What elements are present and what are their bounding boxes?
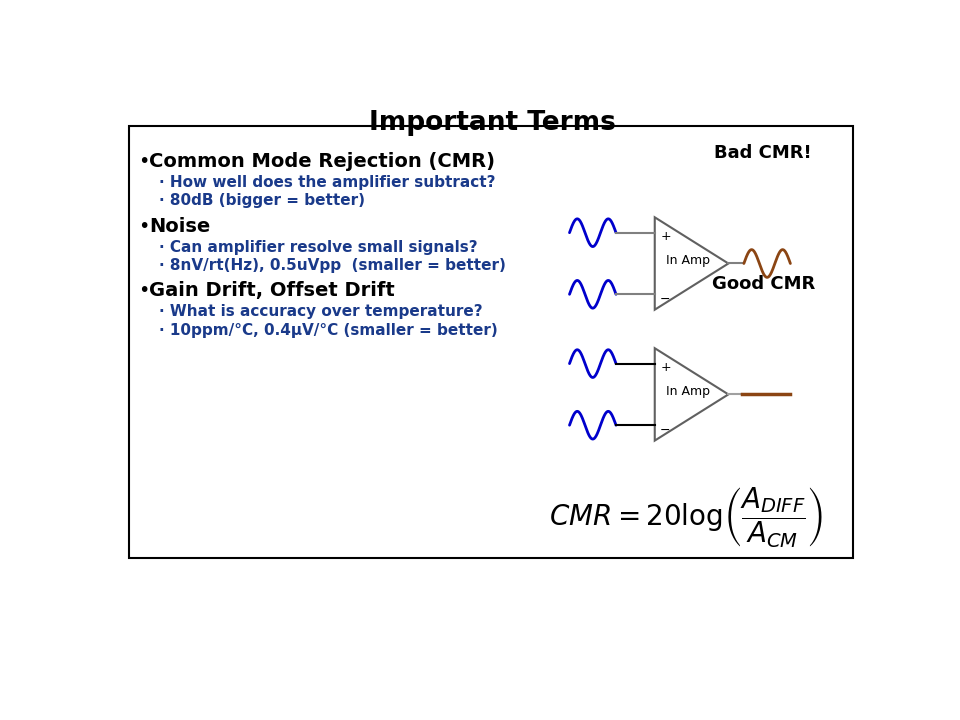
Text: +: + xyxy=(660,361,671,374)
Text: −: − xyxy=(660,424,671,437)
Text: · How well does the amplifier subtract?: · How well does the amplifier subtract? xyxy=(158,175,495,190)
Bar xyxy=(130,127,853,557)
Text: · What is accuracy over temperature?: · What is accuracy over temperature? xyxy=(158,305,482,319)
Text: Important Terms: Important Terms xyxy=(369,109,615,135)
Text: Noise: Noise xyxy=(150,217,210,235)
Text: Common Mode Rejection (CMR): Common Mode Rejection (CMR) xyxy=(150,152,495,171)
Text: In Amp: In Amp xyxy=(666,384,710,398)
Text: · Can amplifier resolve small signals?: · Can amplifier resolve small signals? xyxy=(158,240,477,255)
Text: −: − xyxy=(660,293,671,306)
Text: · 8nV/rt(Hz), 0.5uVpp  (smaller = better): · 8nV/rt(Hz), 0.5uVpp (smaller = better) xyxy=(158,258,506,273)
Text: •: • xyxy=(138,152,149,171)
Text: +: + xyxy=(660,230,671,243)
Text: $\mathit{CMR} = 20\log\!\left(\dfrac{A_{\mathit{DIFF}}}{A_{\mathit{CM}}}\right)$: $\mathit{CMR} = 20\log\!\left(\dfrac{A_{… xyxy=(549,485,823,550)
Text: •: • xyxy=(138,282,149,300)
Text: Gain Drift, Offset Drift: Gain Drift, Offset Drift xyxy=(150,282,396,300)
Text: · 80dB (bigger = better): · 80dB (bigger = better) xyxy=(158,194,365,208)
Text: · 10ppm/°C, 0.4μV/°C (smaller = better): · 10ppm/°C, 0.4μV/°C (smaller = better) xyxy=(158,323,497,338)
Text: Good CMR: Good CMR xyxy=(711,275,815,293)
Text: In Amp: In Amp xyxy=(666,254,710,267)
Text: •: • xyxy=(138,217,149,235)
Text: Bad CMR!: Bad CMR! xyxy=(714,144,812,162)
